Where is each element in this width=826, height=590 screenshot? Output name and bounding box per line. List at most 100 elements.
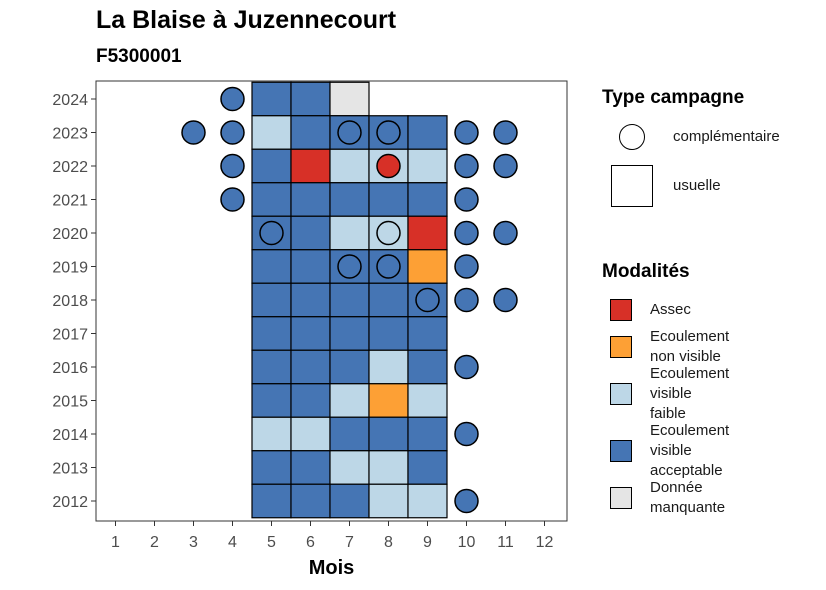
x-tick-label: 8 xyxy=(384,534,393,551)
tile-2014-6 xyxy=(290,416,331,452)
legend-type-key-circle xyxy=(619,124,645,150)
tile-2020-9 xyxy=(407,215,448,251)
tile-2022-6 xyxy=(290,148,331,184)
tile-2013-5 xyxy=(251,450,292,485)
x-tick-label: 3 xyxy=(189,534,198,551)
point-2018-9 xyxy=(415,287,440,313)
legend-modalite-label-line: manquante xyxy=(650,499,726,516)
point-2023-8 xyxy=(376,120,401,145)
point-2022-4 xyxy=(220,153,245,179)
tile-2023-9 xyxy=(407,115,448,150)
point-2020-8 xyxy=(376,220,401,246)
legend-modalite-label: Ecoulement non visible xyxy=(650,327,729,367)
y-tick-label: 2015 xyxy=(52,394,88,411)
point-2023-4 xyxy=(220,120,245,145)
point-2020-10 xyxy=(454,220,479,246)
tile-2019-9 xyxy=(407,249,448,284)
legend-modalite-key xyxy=(610,336,632,358)
legend-type-label: complémentaire xyxy=(673,128,780,145)
legend-modalite-label: Ecoulement visible acceptable xyxy=(650,421,729,481)
y-tick-label: 2021 xyxy=(52,193,88,210)
point-2022-11 xyxy=(493,153,518,179)
tile-2015-7 xyxy=(329,383,370,418)
tile-2012-8 xyxy=(368,483,409,519)
legend-modalite-label: Assec xyxy=(650,300,691,320)
y-tick-label: 2024 xyxy=(52,92,88,109)
tile-2023-6 xyxy=(290,115,331,150)
legend-modalite-key xyxy=(610,440,632,462)
tile-2017-7 xyxy=(329,316,370,351)
legend-modalite-key xyxy=(610,487,632,509)
legend-type-label: usuelle xyxy=(673,177,721,194)
y-tick-label: 2016 xyxy=(52,360,88,377)
point-2018-10 xyxy=(454,287,479,313)
x-tick-label: 9 xyxy=(423,534,432,551)
tile-2014-5 xyxy=(251,416,292,452)
legend-type-title: Type campagne xyxy=(602,87,745,108)
point-2023-11 xyxy=(493,120,518,145)
legend-modalite-label-line: visible xyxy=(650,385,692,402)
y-tick-label: 2012 xyxy=(52,494,88,511)
point-2016-10 xyxy=(454,354,479,380)
tile-2021-9 xyxy=(407,182,448,217)
tile-2019-6 xyxy=(290,249,331,284)
legend-modalite-label-line: Ecoulement xyxy=(650,365,730,382)
tile-2017-8 xyxy=(368,316,409,351)
chart-subtitle: F5300001 xyxy=(96,46,182,67)
point-2022-8 xyxy=(376,153,401,179)
tile-2016-6 xyxy=(290,349,331,385)
legend-modalite-label-line: Assec xyxy=(650,301,691,318)
tile-2016-5 xyxy=(251,349,292,385)
point-2012-10 xyxy=(454,488,479,514)
legend-modalite-label-line: non visible xyxy=(650,348,721,365)
tile-2024-5 xyxy=(251,81,292,117)
point-2023-7 xyxy=(337,120,362,145)
tile-2018-8 xyxy=(368,282,409,318)
tile-2020-6 xyxy=(290,215,331,251)
tile-2014-7 xyxy=(329,416,370,452)
legend-modalite-label-line: faible xyxy=(650,405,686,422)
tile-2012-9 xyxy=(407,483,448,519)
x-tick-label: 7 xyxy=(345,534,354,551)
y-tick-label: 2020 xyxy=(52,226,88,243)
point-2023-3 xyxy=(181,120,206,145)
x-tick-label: 10 xyxy=(458,534,476,551)
point-2024-4 xyxy=(220,86,245,112)
legend-modalite-label: Ecoulement visible faible xyxy=(650,364,729,424)
legend-type-key-square xyxy=(611,165,653,207)
tile-2022-7 xyxy=(329,148,370,184)
tile-2016-7 xyxy=(329,349,370,385)
x-axis-title: Mois xyxy=(309,557,355,579)
tile-2015-5 xyxy=(251,383,292,418)
tile-2012-5 xyxy=(251,483,292,519)
tile-2015-9 xyxy=(407,383,448,418)
tile-2016-8 xyxy=(368,349,409,385)
tile-2018-7 xyxy=(329,282,370,318)
tile-2015-8 xyxy=(368,383,409,418)
point-2021-4 xyxy=(220,187,245,212)
x-tick-label: 6 xyxy=(306,534,315,551)
legend-modalites-title: Modalités xyxy=(602,261,690,282)
x-tick-label: 11 xyxy=(497,534,514,551)
legend-modalite-label: Donnée manquante xyxy=(650,478,725,518)
y-tick-label: 2022 xyxy=(52,159,88,176)
tile-2018-6 xyxy=(290,282,331,318)
tile-2015-6 xyxy=(290,383,331,418)
tile-2013-7 xyxy=(329,450,370,485)
tile-2014-9 xyxy=(407,416,448,452)
tile-2021-6 xyxy=(290,182,331,217)
tile-2013-6 xyxy=(290,450,331,485)
x-tick-label: 2 xyxy=(150,534,159,551)
tile-2022-5 xyxy=(251,148,292,184)
tile-2023-5 xyxy=(251,115,292,150)
tile-2020-7 xyxy=(329,215,370,251)
y-tick-label: 2014 xyxy=(52,427,88,444)
point-2020-5 xyxy=(259,220,284,246)
point-2023-10 xyxy=(454,120,479,145)
tile-2022-9 xyxy=(407,148,448,184)
tile-2021-8 xyxy=(368,182,409,217)
tile-2018-5 xyxy=(251,282,292,318)
tile-2016-9 xyxy=(407,349,448,385)
point-2021-10 xyxy=(454,187,479,212)
